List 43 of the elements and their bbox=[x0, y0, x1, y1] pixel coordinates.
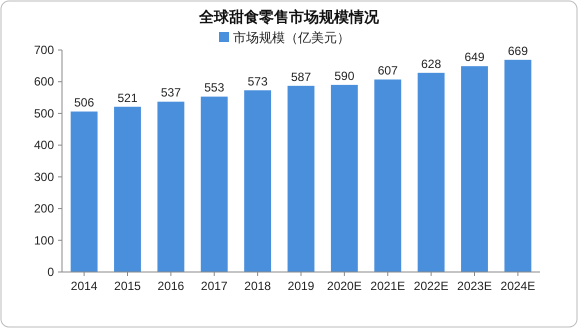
legend-label: 市场规模（亿美元） bbox=[233, 30, 350, 45]
data-label: 537 bbox=[160, 86, 182, 100]
y-tick-label: 400 bbox=[34, 138, 54, 152]
y-tick-label: 200 bbox=[34, 202, 54, 216]
x-tick-label: 2015 bbox=[114, 279, 142, 293]
data-label: 587 bbox=[290, 70, 312, 84]
y-tick-label: 600 bbox=[34, 74, 54, 89]
data-label: 573 bbox=[248, 74, 268, 88]
bar bbox=[461, 66, 488, 272]
bar bbox=[157, 102, 184, 272]
bar bbox=[70, 112, 98, 272]
chart-title: 全球甜食零售市场规模情况 bbox=[198, 8, 380, 26]
y-tick-label: 0 bbox=[47, 265, 54, 279]
x-tick-label: 2016 bbox=[158, 279, 185, 293]
data-label: 669 bbox=[508, 44, 528, 58]
data-label: 590 bbox=[334, 68, 355, 83]
bar bbox=[330, 84, 358, 272]
data-label: 628 bbox=[421, 56, 442, 71]
bar bbox=[244, 90, 272, 272]
x-tick-label: 2018 bbox=[244, 279, 272, 293]
bar bbox=[114, 106, 141, 272]
x-tick-label: 2022E bbox=[414, 279, 448, 293]
bar bbox=[200, 96, 228, 272]
x-tick-label: 2020E bbox=[327, 279, 362, 293]
y-tick-label: 700 bbox=[34, 43, 54, 57]
data-label: 521 bbox=[117, 90, 138, 105]
x-tick-label: 2023E bbox=[457, 279, 492, 293]
x-tick-label: 2014 bbox=[70, 279, 98, 293]
x-tick-label: 2019 bbox=[288, 279, 315, 293]
data-label: 607 bbox=[378, 63, 398, 78]
bar bbox=[288, 86, 314, 272]
x-tick-label: 2024E bbox=[500, 279, 536, 293]
y-tick-label: 300 bbox=[34, 170, 54, 184]
data-label: 553 bbox=[204, 80, 225, 95]
y-tick-label: 100 bbox=[34, 233, 54, 248]
data-label: 649 bbox=[464, 50, 485, 64]
bar bbox=[418, 72, 445, 272]
x-tick-label: 2021E bbox=[370, 279, 406, 293]
bar bbox=[374, 79, 402, 272]
bar bbox=[504, 60, 532, 272]
x-tick-label: 2017 bbox=[200, 279, 228, 293]
y-tick-label: 500 bbox=[34, 106, 54, 120]
data-label: 506 bbox=[74, 96, 94, 110]
